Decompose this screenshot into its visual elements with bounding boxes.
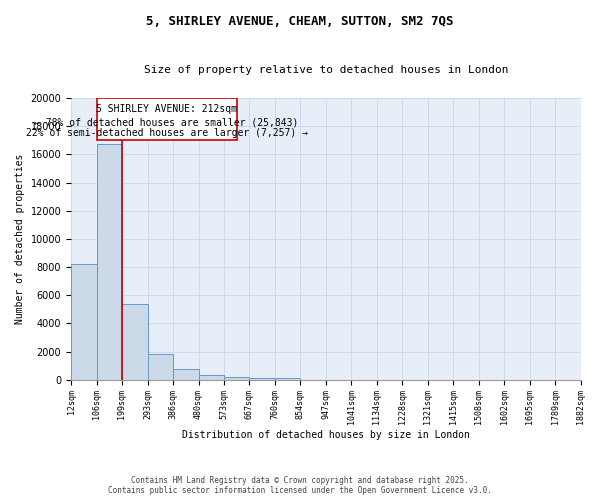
Bar	[224, 377, 250, 380]
Bar	[148, 354, 173, 380]
Text: Contains HM Land Registry data © Crown copyright and database right 2025.
Contai: Contains HM Land Registry data © Crown c…	[108, 476, 492, 495]
Bar	[71, 264, 97, 380]
Bar	[97, 98, 236, 140]
Bar	[199, 376, 224, 380]
Bar	[97, 144, 122, 380]
Bar	[122, 304, 148, 380]
Bar	[250, 378, 275, 380]
Text: ← 78% of detached houses are smaller (25,843): ← 78% of detached houses are smaller (25…	[34, 117, 299, 127]
Bar	[275, 378, 301, 380]
Bar	[173, 369, 199, 380]
Text: 5 SHIRLEY AVENUE: 212sqm: 5 SHIRLEY AVENUE: 212sqm	[96, 104, 237, 115]
Title: Size of property relative to detached houses in London: Size of property relative to detached ho…	[143, 65, 508, 75]
Text: 5, SHIRLEY AVENUE, CHEAM, SUTTON, SM2 7QS: 5, SHIRLEY AVENUE, CHEAM, SUTTON, SM2 7Q…	[146, 15, 454, 28]
Y-axis label: Number of detached properties: Number of detached properties	[15, 154, 25, 324]
X-axis label: Distribution of detached houses by size in London: Distribution of detached houses by size …	[182, 430, 470, 440]
Text: 22% of semi-detached houses are larger (7,257) →: 22% of semi-detached houses are larger (…	[26, 128, 308, 138]
